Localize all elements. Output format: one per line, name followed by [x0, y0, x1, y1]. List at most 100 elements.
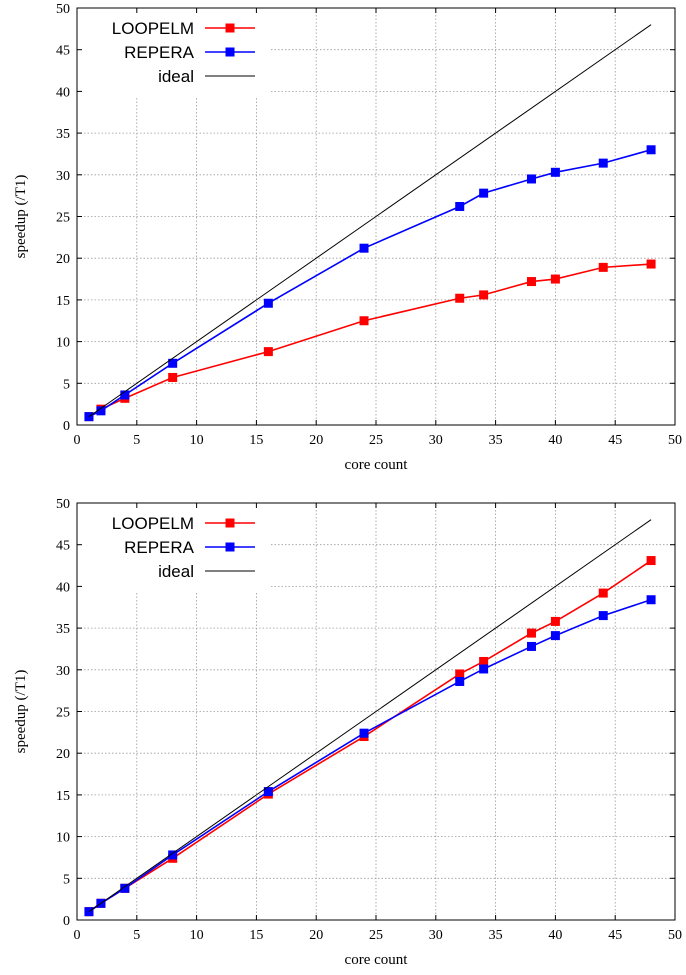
ticks: 0 5 10 15 20 25 30 35 40 45 50 0 5 10 15 20 25 30 35 40 45 50 [56, 497, 682, 943]
data-point [455, 676, 465, 686]
y-tick-label: 20 [56, 747, 70, 762]
y-tick-label: 30 [56, 169, 70, 184]
series-ideal [88, 519, 652, 913]
y-tick-label: 45 [56, 44, 70, 59]
y-tick-label: 5 [63, 872, 70, 887]
y-tick-label: 30 [56, 664, 70, 679]
y-tick-label: 20 [56, 252, 70, 267]
x-tick-label: 20 [309, 433, 323, 448]
x-tick-label: 25 [369, 928, 383, 943]
legend-label-repera: REPERA [124, 43, 195, 62]
legend-label-loopelm: LOOPELM [112, 514, 194, 533]
legend-swatch-marker [225, 23, 235, 33]
data-point [479, 656, 489, 666]
data-point [479, 188, 489, 198]
x-axis-label: core count [345, 952, 409, 968]
x-axis-label: core count [345, 457, 409, 473]
y-tick-label: 40 [56, 85, 70, 100]
x-tick-label: 30 [429, 433, 443, 448]
y-tick-label: 0 [63, 419, 70, 434]
data-point [84, 907, 94, 917]
series-line-ideal [88, 519, 652, 913]
series-ideal [88, 24, 652, 418]
data-point [96, 406, 106, 416]
legend-label-loopelm: LOOPELM [112, 19, 194, 38]
x-tick-label: 5 [133, 433, 140, 448]
y-tick-label: 25 [56, 211, 70, 226]
data-point [526, 277, 536, 287]
y-tick-label: 50 [56, 497, 70, 512]
x-tick-label: 50 [668, 928, 682, 943]
x-tick-label: 20 [309, 928, 323, 943]
y-tick-label: 5 [63, 377, 70, 392]
data-point [526, 174, 536, 184]
x-tick-label: 25 [369, 433, 383, 448]
x-tick-label: 15 [249, 433, 263, 448]
y-tick-label: 35 [56, 622, 70, 637]
data-point [646, 595, 656, 605]
data-point [550, 274, 560, 284]
data-point [263, 347, 273, 357]
speedup-chart-bottom: 0 5 10 15 20 25 30 35 40 45 50 0 5 10 15 20 25 30 35 40 45 50… [13, 497, 682, 968]
data-point [598, 611, 608, 621]
series-loopelm [84, 259, 656, 422]
data-point [263, 298, 273, 308]
data-point [550, 616, 560, 626]
legend-swatch-marker [225, 47, 235, 57]
x-tick-label: 10 [190, 928, 204, 943]
data-point [598, 262, 608, 272]
y-tick-label: 25 [56, 706, 70, 721]
data-point [526, 628, 536, 638]
x-tick-label: 15 [249, 928, 263, 943]
y-axis-label: speedup (/T1) [13, 670, 29, 754]
series-line-repera [88, 598, 652, 913]
y-tick-label: 15 [56, 294, 70, 309]
x-tick-label: 35 [489, 433, 503, 448]
data-point [646, 145, 656, 155]
data-point [598, 158, 608, 168]
y-tick-label: 0 [63, 914, 70, 929]
data-point [120, 883, 130, 893]
data-point [168, 372, 178, 382]
y-tick-label: 50 [56, 2, 70, 17]
data-point [526, 641, 536, 651]
data-point [646, 556, 656, 566]
x-tick-label: 40 [548, 928, 562, 943]
series-line-ideal [88, 24, 652, 418]
speedup-chart-top: 0 5 10 15 20 25 30 35 40 45 50 0 5 10 15 20 25 30 35 40 45 50… [13, 2, 682, 473]
legend-swatch-marker [225, 518, 235, 528]
x-tick-label: 35 [489, 928, 503, 943]
ticks: 0 5 10 15 20 25 30 35 40 45 50 0 5 10 15 20 25 30 35 40 45 50 [56, 2, 682, 448]
y-tick-label: 40 [56, 580, 70, 595]
data-point [479, 664, 489, 674]
y-tick-label: 35 [56, 127, 70, 142]
gridlines [77, 503, 675, 920]
legend-label-repera: REPERA [124, 538, 195, 557]
series-line-loopelm [88, 263, 652, 418]
y-tick-label: 10 [56, 336, 70, 351]
data-point [168, 358, 178, 368]
y-tick-label: 10 [56, 831, 70, 846]
data-point [646, 259, 656, 269]
data-point [263, 787, 273, 797]
x-tick-label: 30 [429, 928, 443, 943]
legend: LOOPELM REPERA ideal [112, 19, 255, 86]
x-tick-label: 0 [74, 433, 81, 448]
x-tick-label: 40 [548, 433, 562, 448]
x-tick-label: 50 [668, 433, 682, 448]
legend-label-ideal: ideal [158, 562, 194, 581]
y-axis-label: speedup (/T1) [13, 175, 29, 259]
data-point [120, 390, 130, 400]
data-point [455, 669, 465, 679]
data-point [455, 201, 465, 211]
data-point [359, 243, 369, 253]
data-point [168, 850, 178, 860]
data-point [550, 167, 560, 177]
data-point [550, 631, 560, 641]
data-point [359, 728, 369, 738]
data-point [598, 588, 608, 598]
legend: LOOPELM REPERA ideal [112, 514, 255, 581]
series-loopelm [84, 556, 656, 917]
data-point [479, 290, 489, 300]
